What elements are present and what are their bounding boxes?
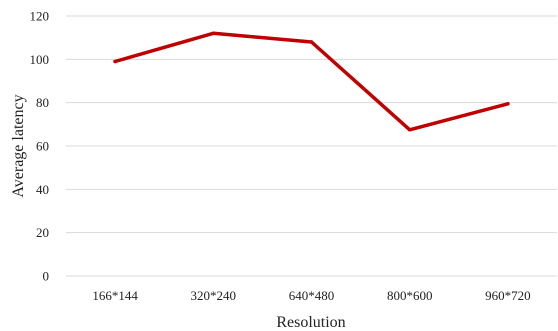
- y-axis-ticks: 0 20 40 60 80 100 120: [30, 9, 50, 284]
- data-point: [407, 128, 412, 132]
- x-tick-label: 320*240: [191, 288, 237, 303]
- x-axis-ticks: 166*144 320*240 640*480 800*600 960*720: [92, 288, 530, 303]
- data-point: [113, 59, 117, 64]
- x-tick-label: 960*720: [485, 288, 531, 303]
- x-tick-label: 800*600: [387, 288, 433, 303]
- y-tick-label: 40: [36, 182, 49, 197]
- y-tick-label: 100: [30, 52, 50, 67]
- y-axis-title: Average latency: [10, 94, 27, 197]
- data-point: [309, 40, 314, 44]
- y-tick-label: 0: [43, 269, 50, 284]
- gridlines: [66, 15, 557, 277]
- series-line: [113, 31, 510, 132]
- y-tick-label: 60: [36, 139, 49, 154]
- data-point: [506, 102, 510, 106]
- y-tick-label: 20: [36, 225, 49, 240]
- x-tick-label: 640*480: [289, 288, 335, 303]
- data-point: [211, 31, 216, 36]
- series-layer: [113, 31, 510, 132]
- y-tick-label: 120: [30, 9, 50, 24]
- x-axis-title: Resolution: [276, 314, 345, 331]
- x-tick-label: 166*144: [92, 288, 138, 303]
- y-tick-label: 80: [36, 95, 49, 110]
